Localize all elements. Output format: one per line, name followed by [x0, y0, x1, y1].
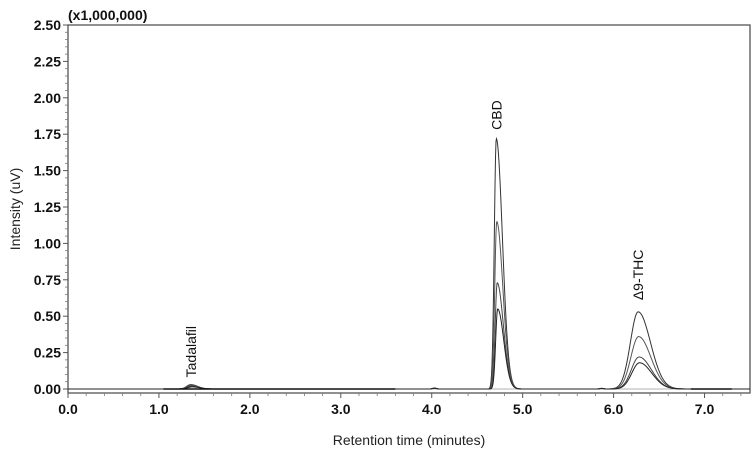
y-tick-label: 1.25 [34, 199, 61, 215]
x-axis-title: Retention time (minutes) [333, 432, 486, 448]
peak-label: Tadalafil [183, 326, 199, 377]
x-tick-label: 4.0 [422, 401, 442, 417]
y-tick-label: 0.00 [34, 381, 61, 397]
trace-line [68, 136, 750, 390]
y-tick-label: 1.50 [34, 163, 61, 179]
peak-annotations: Tadalafil CBD Δ9-THC [183, 100, 646, 377]
x-tick-label: 6.0 [604, 401, 624, 417]
x-tick-label: 2.0 [240, 401, 260, 417]
y-tick-label: 0.25 [34, 345, 61, 361]
x-tick-label: 5.0 [513, 401, 533, 417]
y-tick-label: 2.00 [34, 90, 61, 106]
y-axis: 0.00 0.25 0.50 0.75 1.00 1.25 1.50 1.75 2.00 2.25… [34, 17, 750, 397]
x-axis: 0.0 1.0 2.0 3.0 4.0 5.0 6.0 7.0 [58, 393, 742, 417]
trace-line [68, 282, 750, 390]
plot-frame [67, 24, 751, 394]
y-tick-label: 2.25 [34, 53, 61, 69]
y-tick-label: 2.50 [34, 17, 61, 33]
chromatogram-traces [68, 136, 750, 390]
peak-label: CBD [488, 100, 504, 130]
x-tick-label: 0.0 [58, 401, 78, 417]
y-tick-label: 0.50 [34, 308, 61, 324]
y-tick-label: 1.75 [34, 126, 61, 142]
x-tick-label: 3.0 [331, 401, 351, 417]
y-scale-multiplier: (x1,000,000) [68, 7, 147, 23]
y-tick-label: 1.00 [34, 235, 61, 251]
y-axis-title: Intensity (uV) [7, 168, 23, 250]
peak-label: Δ9-THC [630, 250, 646, 301]
y-tick-label: 0.75 [34, 272, 61, 288]
x-tick-label: 7.0 [695, 401, 715, 417]
x-tick-label: 1.0 [149, 401, 169, 417]
